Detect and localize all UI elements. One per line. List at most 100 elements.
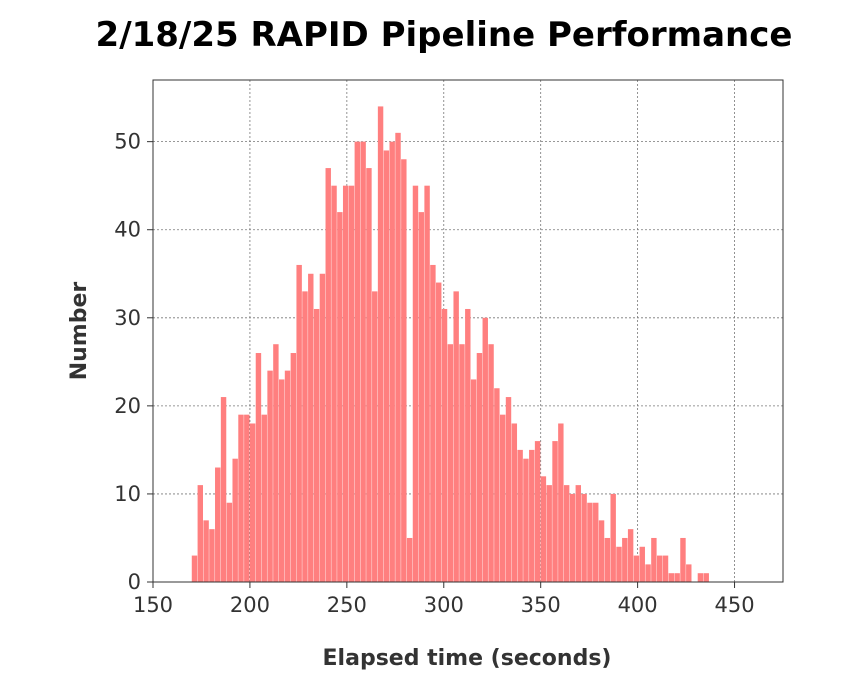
histogram-bar: [244, 414, 250, 582]
histogram-bar: [604, 537, 611, 582]
histogram-bar: [348, 185, 355, 582]
histogram-bar: [261, 414, 267, 582]
histogram-bar: [511, 423, 518, 582]
histogram-bar: [453, 291, 459, 582]
x-tick-label: 150: [133, 593, 173, 617]
x-tick-label: 350: [521, 593, 561, 617]
histogram-bar: [226, 502, 233, 582]
histogram-bar: [587, 502, 593, 582]
histogram-bar: [523, 458, 529, 582]
histogram-bar: [354, 141, 361, 583]
histogram-bar: [296, 264, 302, 582]
histogram-bar: [657, 555, 663, 582]
histogram-bar: [372, 291, 378, 582]
histogram-bar: [505, 397, 512, 582]
histogram-bar: [488, 344, 494, 582]
histogram-bar: [482, 317, 488, 582]
histogram-bar: [563, 485, 570, 582]
histogram-bar: [447, 344, 454, 582]
histogram-bar: [674, 573, 680, 582]
histogram-bar: [418, 212, 424, 582]
histogram-bar: [197, 485, 203, 582]
histogram-bar: [465, 308, 471, 582]
histogram-bar: [697, 573, 704, 582]
histogram-bar: [470, 379, 477, 582]
histogram-bar: [668, 573, 675, 582]
histogram-bar: [651, 537, 657, 582]
histogram-bar: [389, 141, 395, 583]
histogram-bar: [616, 546, 622, 582]
histogram-bar: [313, 308, 320, 582]
histogram-bar: [406, 537, 413, 582]
y-tick-label: 30: [114, 306, 141, 330]
histogram-bar: [424, 185, 430, 582]
histogram-bar: [279, 379, 285, 582]
x-tick-label: 300: [424, 593, 464, 617]
histogram-bar: [360, 141, 366, 583]
histogram-bar: [331, 185, 337, 582]
bars-layer: [191, 106, 709, 583]
histogram-bar: [680, 537, 686, 582]
chart-title: 2/18/25 RAPID Pipeline Performance: [96, 15, 793, 55]
histogram-bar: [395, 132, 401, 582]
histogram-bar: [499, 414, 506, 582]
histogram-bar: [703, 573, 709, 582]
histogram-bar: [302, 291, 308, 582]
histogram-bar: [337, 212, 343, 582]
histogram-bar: [191, 555, 198, 582]
histogram-bar: [377, 106, 384, 582]
histogram-bar: [401, 159, 407, 582]
histogram-bar: [569, 493, 576, 582]
histogram-bar: [430, 264, 436, 582]
histogram-bar: [267, 370, 273, 582]
histogram-bar: [249, 423, 256, 582]
histogram-bar: [581, 493, 587, 582]
histogram-bar: [383, 150, 390, 582]
y-tick-label: 20: [114, 394, 141, 418]
histogram-bar: [412, 185, 419, 582]
y-tick-label: 40: [114, 218, 141, 242]
histogram-bar: [308, 273, 314, 582]
histogram-bar: [273, 344, 279, 582]
histogram-bar: [517, 449, 523, 582]
histogram-bar: [622, 537, 628, 582]
histogram-bar: [441, 308, 448, 582]
histogram-bar: [215, 467, 221, 582]
y-tick-label: 0: [128, 570, 141, 594]
histogram-bar: [342, 185, 349, 582]
histogram-bar: [546, 485, 552, 582]
histogram-bar: [552, 441, 558, 582]
histogram-bar: [575, 485, 581, 582]
histogram-bar: [529, 449, 535, 582]
histogram-bar: [686, 564, 692, 582]
histogram-bar: [610, 493, 616, 582]
histogram-bar: [627, 529, 634, 582]
histogram-bar: [459, 344, 465, 582]
x-tick-label: 250: [327, 593, 367, 617]
histogram-bar: [494, 388, 500, 582]
x-tick-label: 200: [230, 593, 270, 617]
histogram-bar: [209, 529, 215, 582]
histogram-bar: [436, 282, 442, 582]
histogram-bar: [255, 353, 262, 582]
histogram-bar: [639, 546, 645, 582]
y-tick-label: 50: [114, 130, 141, 154]
y-axis-label: Number: [67, 282, 92, 381]
histogram-bar: [633, 555, 640, 582]
histogram-bar: [662, 555, 669, 582]
histogram-bar: [540, 476, 547, 582]
x-tick-label: 450: [714, 593, 754, 617]
histogram-bar: [238, 414, 244, 582]
histogram-bar: [366, 168, 372, 582]
histogram-bar: [290, 353, 297, 582]
plot-frame: [152, 79, 784, 583]
histogram-bar: [232, 458, 238, 582]
histogram-bar: [534, 441, 541, 582]
histogram-bar: [325, 168, 331, 582]
ticks-layer: 150 200 250 300 350 400 450 0 10 20 30 40 50: [114, 130, 754, 617]
x-axis-label: Elapsed time (seconds): [323, 646, 612, 671]
histogram-bar: [203, 520, 209, 582]
histogram-bar: [220, 397, 227, 582]
histogram-bar: [593, 502, 599, 582]
